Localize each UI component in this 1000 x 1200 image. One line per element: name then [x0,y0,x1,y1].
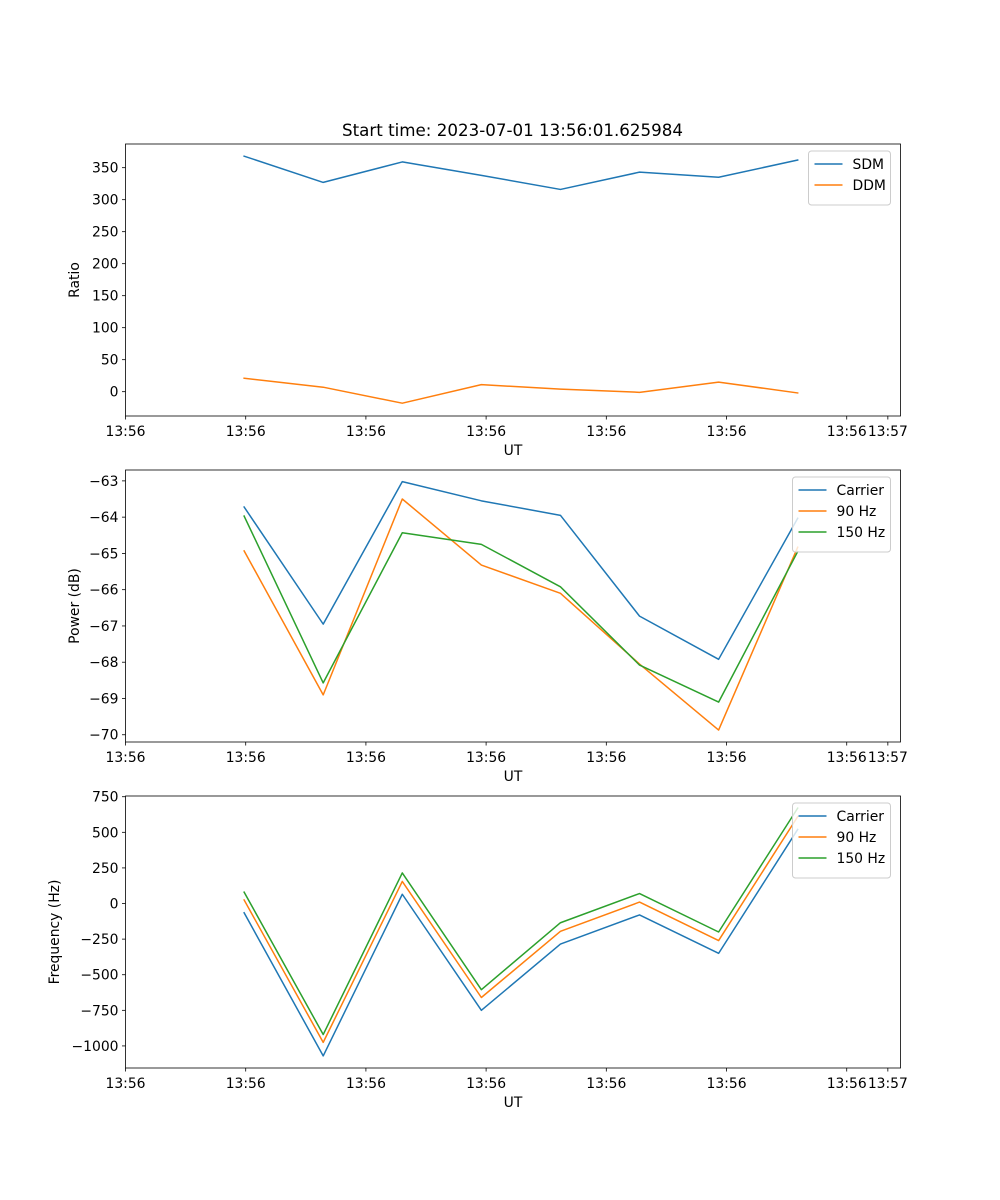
y-tick-label: −67 [89,619,118,635]
x-tick-label: 13:56 [346,1076,386,1092]
plot-area [125,470,901,742]
x-tick-label: 13:56 [466,750,506,766]
y-tick-label: 750 [92,790,119,806]
x-tick-label: 13:56 [707,424,747,440]
y-tick-label: −1000 [72,1039,119,1055]
axes-frame [125,795,901,1069]
x-tick-label: 13:56 [346,750,386,766]
x-tick-label: 13:56 [226,424,266,440]
y-tick-label: 50 [101,353,119,369]
y-tick-label: 250 [92,861,119,877]
y-tick-label: 200 [92,257,119,273]
series-line-90-hz [243,815,799,1044]
y-tick-label: 250 [92,225,119,241]
legend-entry-label: 150 Hz [837,851,886,867]
y-axis-label: Frequency (Hz) [47,880,63,985]
x-tick-label: 13:56 [586,1076,626,1092]
y-tick-label: −69 [89,691,118,707]
x-tick-label: 13:57 [868,424,908,440]
series-line-sdm [243,155,799,191]
plot-area [125,144,901,416]
legend-box [792,802,891,879]
axes-frame [125,143,901,417]
x-tick-label: 13:56 [226,750,266,766]
x-tick-label: 13:56 [707,750,747,766]
y-axis-label: Ratio [67,262,83,298]
x-tick-label: 13:57 [868,750,908,766]
y-tick-label: −70 [89,728,118,744]
x-tick-label: 13:56 [827,1076,867,1092]
series-line-ddm [243,377,799,404]
y-tick-label: −65 [89,546,118,562]
y-tick-label: 150 [92,289,119,305]
legend-box [792,476,891,553]
x-tick-label: 13:56 [105,424,145,440]
legend-entry-label: Carrier [837,483,885,499]
series-line-150-hz [243,515,799,703]
y-tick-label: −500 [80,968,118,984]
x-tick-label: 13:56 [827,424,867,440]
y-tick-label: 100 [92,321,119,337]
legend-entry-label: Carrier [837,809,885,825]
x-tick-label: 13:57 [868,1076,908,1092]
series-line-90-hz [243,498,799,731]
x-tick-label: 13:56 [105,750,145,766]
axes-frame [125,469,901,743]
legend: Carrier 90 Hz 150 Hz [792,802,891,879]
y-tick-label: −250 [80,932,118,948]
y-tick-label: 0 [110,385,119,401]
legend: SDM DDM [808,150,891,206]
x-tick-label: 13:56 [827,750,867,766]
legend-entry-label: DDM [853,178,886,194]
y-axis-label: Power (dB) [67,568,83,644]
x-tick-label: 13:56 [707,1076,747,1092]
y-tick-label: 350 [92,161,119,177]
legend-entry-label: SDM [853,157,885,173]
x-tick-label: 13:56 [346,424,386,440]
y-tick-label: −750 [80,1003,118,1019]
y-tick-label: −64 [89,510,118,526]
y-tick-label: 0 [110,897,119,913]
x-axis-label: UT [504,769,523,785]
x-tick-label: 13:56 [105,1076,145,1092]
y-tick-label: 500 [92,825,119,841]
x-tick-label: 13:56 [586,750,626,766]
series-line-150-hz [243,807,799,1036]
x-tick-label: 13:56 [466,1076,506,1092]
x-axis-label: UT [504,443,523,459]
x-tick-label: 13:56 [586,424,626,440]
y-tick-label: −66 [89,583,118,599]
legend-entry-label: 90 Hz [837,504,877,520]
series-line-carrier [243,828,799,1057]
y-tick-label: −63 [89,474,118,490]
x-tick-label: 13:56 [226,1076,266,1092]
x-tick-label: 13:56 [466,424,506,440]
legend: Carrier 90 Hz 150 Hz [792,476,891,553]
legend-entry-label: 150 Hz [837,525,886,541]
x-axis-label: UT [504,1095,523,1111]
legend-entry-label: 90 Hz [837,830,877,846]
series-line-carrier [243,480,799,661]
y-tick-label: −68 [89,655,118,671]
figure-title: Start time: 2023-07-01 13:56:01.625984 [342,120,683,140]
y-tick-label: 300 [92,193,119,209]
